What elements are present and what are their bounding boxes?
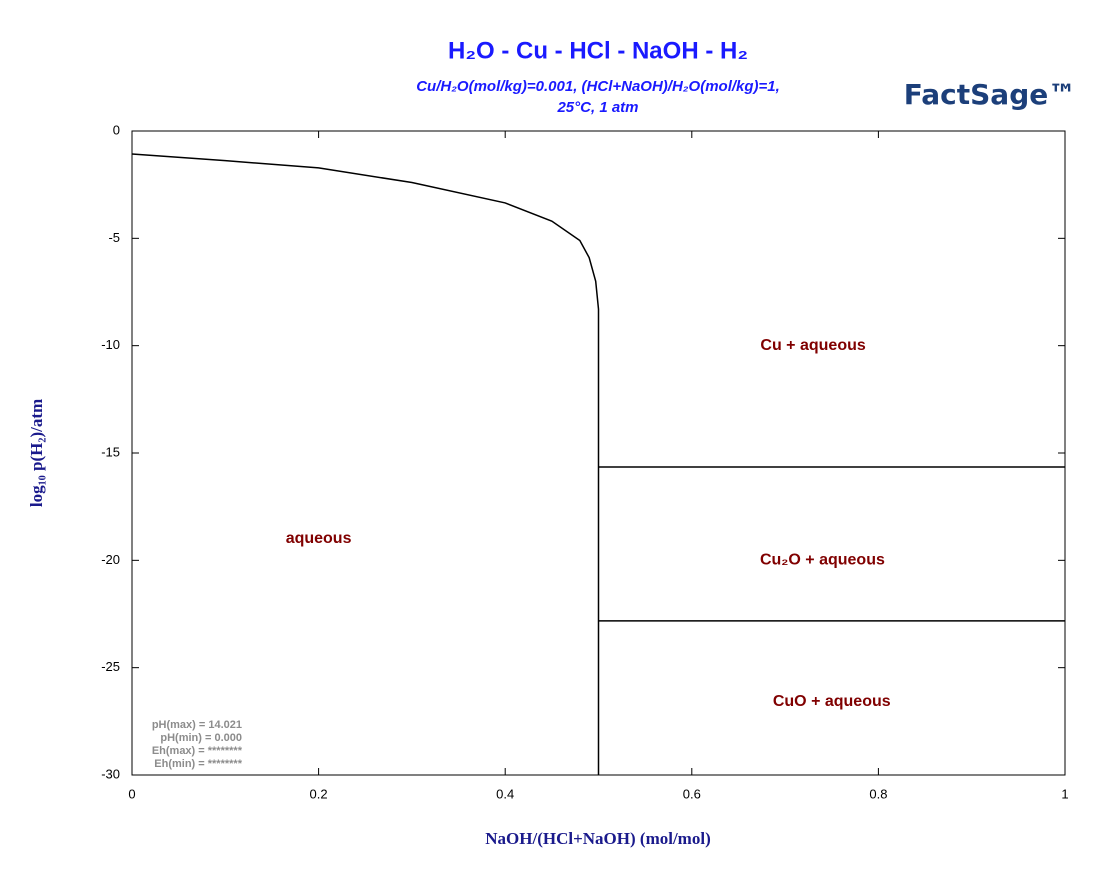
x-tick-label: 0 xyxy=(128,786,135,801)
x-tick-label: 0.8 xyxy=(869,786,887,801)
y-tick-label: -25 xyxy=(101,659,120,674)
note: Eh(max) = ******** xyxy=(152,745,243,757)
x-tick-label: 0.6 xyxy=(683,786,701,801)
y-tick-label: -10 xyxy=(101,337,120,352)
subtitle: 25°C, 1 atm xyxy=(556,99,638,116)
logo: FactSage™ xyxy=(904,78,1076,111)
region-label: Cu₂O + aqueous xyxy=(760,552,885,569)
phase-boundary xyxy=(131,153,600,775)
y-tick-label: -30 xyxy=(101,766,120,781)
subtitle: Cu/H₂O(mol/kg)=0.001, (HCl+NaOH)/H₂O(mol… xyxy=(416,78,780,95)
region-label: Cu + aqueous xyxy=(760,337,865,354)
note: Eh(min) = ******** xyxy=(154,758,242,770)
y-tick-label: 0 xyxy=(113,122,120,137)
x-axis-label: NaOH/(HCl+NaOH) (mol/mol) xyxy=(485,829,710,848)
note: pH(max) = 14.021 xyxy=(152,719,242,731)
y-axis-label: log₁₀ p(H₂)/atm xyxy=(27,399,46,507)
x-tick-label: 1 xyxy=(1061,786,1068,801)
region-label: CuO + aqueous xyxy=(773,693,891,710)
y-tick-label: -5 xyxy=(108,230,120,245)
x-tick-label: 0.4 xyxy=(496,786,514,801)
chart-title: H₂O - Cu - HCl - NaOH - H₂ xyxy=(448,37,748,64)
y-tick-label: -15 xyxy=(101,444,120,459)
region-label: aqueous xyxy=(286,530,352,547)
x-tick-label: 0.2 xyxy=(310,786,328,801)
note: pH(min) = 0.000 xyxy=(160,732,242,744)
y-tick-label: -20 xyxy=(101,552,120,567)
